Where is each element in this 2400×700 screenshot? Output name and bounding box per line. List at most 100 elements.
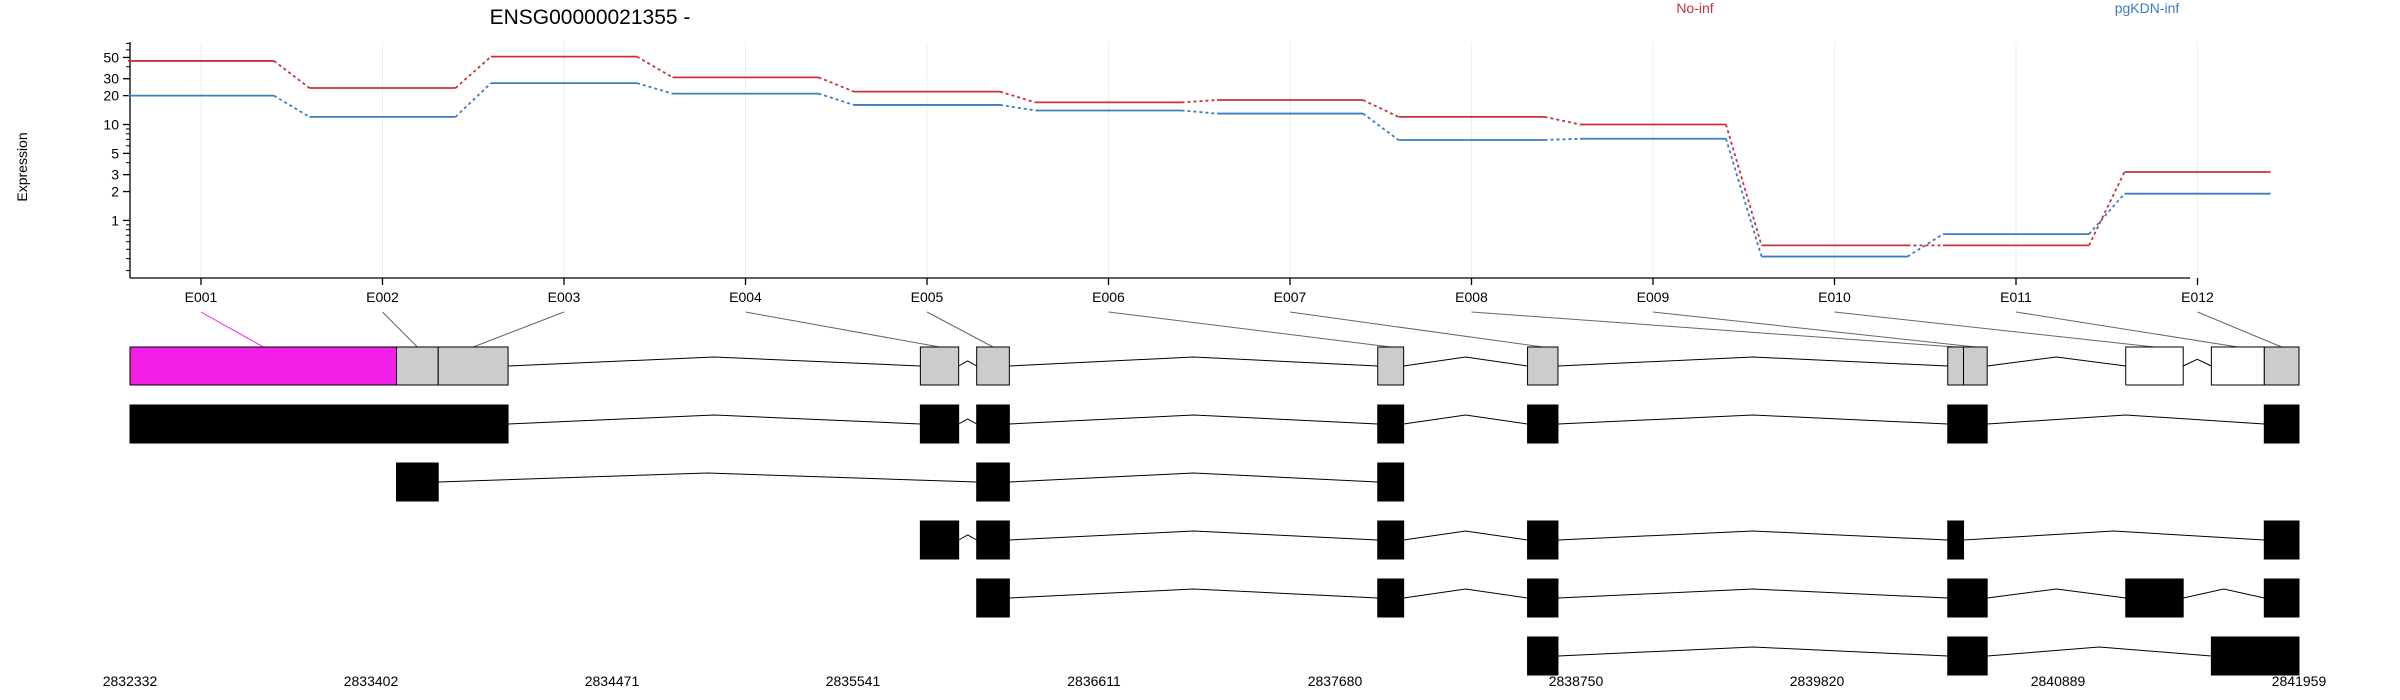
y-tick-label: 1	[111, 212, 119, 228]
exon-block	[1947, 404, 1988, 444]
series-connector	[1181, 99, 1218, 104]
gene-model	[129, 346, 2300, 676]
intron-line	[958, 534, 977, 541]
intron-line	[2182, 358, 2212, 367]
exon-block	[1377, 578, 1405, 618]
intron-line	[508, 414, 921, 425]
exon-block	[1947, 636, 1988, 676]
y-tick-label: 20	[103, 88, 119, 104]
exon-block	[2210, 636, 2300, 676]
bin-connector	[382, 311, 418, 348]
x-tick-label: E005	[911, 289, 944, 305]
series-line	[128, 55, 2271, 247]
intron-line	[1009, 530, 1378, 541]
transcript-row	[919, 520, 2300, 560]
y-tick-label: 50	[103, 49, 119, 65]
x-tick-label: E002	[366, 289, 399, 305]
exon-block	[2263, 404, 2300, 444]
transcript-row	[1527, 636, 2300, 676]
transcript-row	[129, 404, 2300, 444]
exon-block	[1527, 578, 1559, 618]
series-layer	[128, 55, 2271, 258]
bin-connector	[1834, 311, 2155, 348]
intron-line	[1557, 646, 1948, 657]
genomic-tick-label: 2835541	[826, 673, 881, 689]
x-tick-label: E001	[185, 289, 218, 305]
series-connector	[636, 82, 673, 95]
exon-block	[396, 346, 439, 386]
x-tick-label: E011	[2000, 289, 2032, 305]
transcript-row	[976, 578, 2300, 618]
exon-block	[1527, 520, 1559, 560]
intron-line	[1987, 646, 2212, 657]
intron-line	[958, 360, 977, 367]
intron-line	[1987, 414, 2265, 425]
genomic-tick-label: 2840889	[2031, 673, 2086, 689]
x-tick-label: E012	[2181, 289, 2214, 305]
exon-block	[1377, 346, 1405, 386]
bin-connectors	[200, 311, 2282, 348]
genomic-tick-label: 2839820	[1790, 673, 1845, 689]
x-tick-label: E010	[1818, 289, 1851, 305]
series-connector	[1544, 137, 1581, 141]
series-connector	[1181, 109, 1218, 115]
series-connector	[636, 55, 673, 79]
intron-line	[1557, 588, 1948, 599]
intron-line	[1987, 588, 2126, 599]
genomic-axis: 2832332 2833402 2834471 2835541 2836611 28376…	[103, 673, 2327, 689]
exon-block	[1963, 346, 1988, 386]
exon-block	[919, 520, 960, 560]
series-connector	[454, 82, 492, 118]
exon-block	[919, 346, 960, 386]
x-tick-label: E008	[1455, 289, 1488, 305]
y-tick-label: 10	[103, 117, 119, 133]
x-tick-label: E007	[1274, 289, 1307, 305]
series-connector	[818, 92, 855, 106]
exon-block	[1377, 462, 1405, 502]
exon-block	[1527, 636, 1559, 676]
exon-block	[919, 404, 960, 444]
series-connector	[273, 60, 311, 89]
intron-line	[1987, 356, 2126, 367]
exon-block	[2263, 346, 2300, 386]
intron-line	[1963, 530, 2265, 541]
series-connector	[1362, 99, 1399, 118]
genomic-tick-label: 2841959	[2272, 673, 2327, 689]
intron-line	[1009, 356, 1378, 367]
y-tick-label: 3	[111, 167, 119, 183]
intron-line	[958, 418, 977, 425]
intron-line	[1009, 588, 1378, 599]
series-connector	[999, 90, 1036, 104]
series-connector	[1725, 124, 1763, 246]
series-line	[128, 82, 2271, 258]
intron-line	[1009, 472, 1378, 483]
x-tick-label: E003	[548, 289, 581, 305]
y-tick-label: 5	[111, 145, 119, 161]
bin-connector	[1471, 311, 1956, 348]
bin-connector	[1652, 311, 1976, 348]
exon-bin-row	[129, 346, 2300, 386]
legend-label-pgkdn-inf: pgKDN-inf	[2115, 0, 2180, 16]
y-tick-label: 30	[103, 71, 119, 87]
exon-block	[2125, 346, 2184, 386]
exon-block	[129, 404, 509, 444]
intron-line	[508, 356, 921, 367]
bin-connector	[1108, 311, 1391, 348]
exon-block	[1527, 346, 1559, 386]
exon-block	[1947, 578, 1988, 618]
intron-line	[1557, 530, 1948, 541]
exon-block	[2263, 520, 2300, 560]
bin-connector	[2197, 311, 2282, 348]
exon-block	[2263, 578, 2300, 618]
series-connector	[1725, 138, 1763, 257]
genomic-tick-label: 2836611	[1067, 673, 1121, 689]
exon-block	[2125, 578, 2184, 618]
exon-block	[976, 462, 1010, 502]
y-tick-label: 2	[111, 184, 119, 200]
genomic-tick-label: 2832332	[103, 673, 158, 689]
transcript-row	[396, 462, 1405, 502]
intron-line	[1403, 588, 1528, 599]
x-tick-label: E009	[1637, 289, 1670, 305]
x-tick-label: E006	[1092, 289, 1125, 305]
genomic-tick-label: 2834471	[585, 673, 640, 689]
